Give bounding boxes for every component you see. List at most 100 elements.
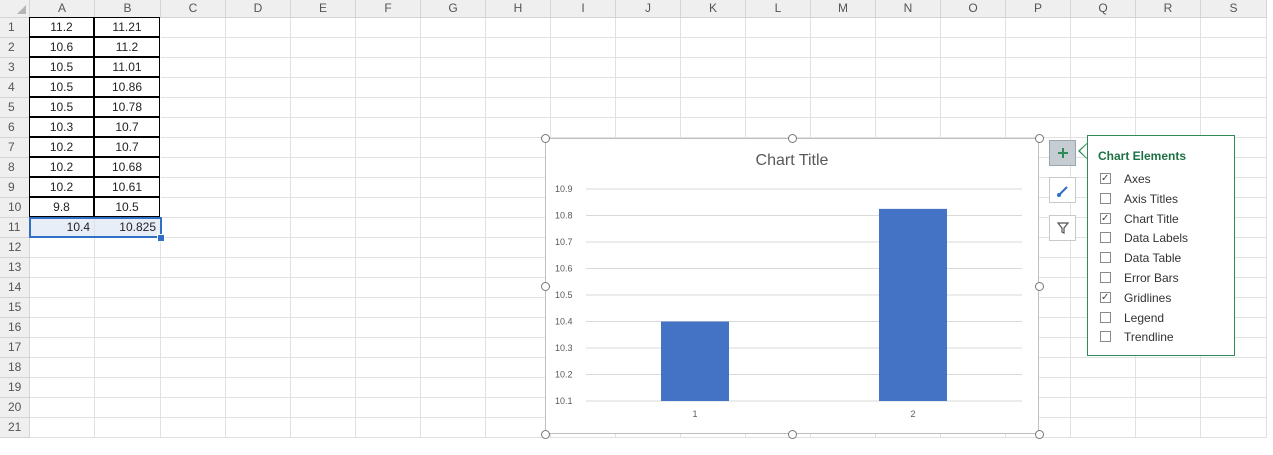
cell[interactable] — [1201, 398, 1267, 418]
row-header-14[interactable]: 14 — [0, 278, 30, 298]
cell[interactable] — [421, 178, 486, 198]
cell-a2[interactable]: 10.6 — [29, 37, 94, 57]
cell[interactable] — [291, 38, 356, 58]
cell[interactable] — [1006, 58, 1071, 78]
column-header-b[interactable]: B — [95, 0, 161, 18]
cell[interactable] — [356, 258, 421, 278]
cell[interactable] — [161, 258, 226, 278]
cell-a7[interactable]: 10.2 — [29, 137, 94, 157]
cell[interactable] — [941, 18, 1006, 38]
cell-b8[interactable]: 10.68 — [94, 157, 160, 177]
cell[interactable] — [421, 138, 486, 158]
cell[interactable] — [161, 18, 226, 38]
cell[interactable] — [876, 98, 941, 118]
cell[interactable] — [161, 298, 226, 318]
cell[interactable] — [746, 98, 811, 118]
cell[interactable] — [421, 38, 486, 58]
row-header-12[interactable]: 12 — [0, 238, 30, 258]
cell[interactable] — [161, 98, 226, 118]
cell[interactable] — [486, 298, 551, 318]
cell[interactable] — [356, 318, 421, 338]
resize-handle[interactable] — [1034, 133, 1044, 143]
cell[interactable] — [356, 238, 421, 258]
cell[interactable] — [421, 18, 486, 38]
cell[interactable] — [30, 378, 95, 398]
column-header-j[interactable]: J — [616, 0, 681, 18]
cell[interactable] — [226, 218, 291, 238]
cell[interactable] — [356, 18, 421, 38]
cell[interactable] — [356, 78, 421, 98]
cell[interactable] — [421, 318, 486, 338]
cell[interactable] — [291, 218, 356, 238]
cell[interactable] — [421, 118, 486, 138]
cell[interactable] — [876, 38, 941, 58]
cell[interactable] — [421, 338, 486, 358]
cell[interactable] — [421, 378, 486, 398]
cell[interactable] — [226, 418, 291, 438]
resize-handle[interactable] — [540, 429, 550, 439]
cell[interactable] — [95, 238, 161, 258]
cell[interactable] — [161, 178, 226, 198]
cell[interactable] — [161, 338, 226, 358]
column-header-s[interactable]: S — [1201, 0, 1267, 18]
cell[interactable] — [356, 138, 421, 158]
cell[interactable] — [356, 398, 421, 418]
column-header-d[interactable]: D — [226, 0, 291, 18]
cell[interactable] — [811, 38, 876, 58]
cell[interactable] — [746, 78, 811, 98]
column-header-o[interactable]: O — [941, 0, 1006, 18]
cell[interactable] — [226, 118, 291, 138]
cell[interactable] — [226, 178, 291, 198]
cell[interactable] — [291, 338, 356, 358]
cell[interactable] — [291, 78, 356, 98]
cell[interactable] — [1201, 18, 1267, 38]
cell[interactable] — [95, 298, 161, 318]
cell[interactable] — [161, 378, 226, 398]
cell[interactable] — [356, 118, 421, 138]
cell[interactable] — [30, 278, 95, 298]
cell[interactable] — [616, 18, 681, 38]
cell[interactable] — [486, 258, 551, 278]
cell[interactable] — [1201, 58, 1267, 78]
cell[interactable] — [291, 298, 356, 318]
resize-handle[interactable] — [540, 133, 550, 143]
cell[interactable] — [941, 38, 1006, 58]
resize-handle[interactable] — [540, 281, 550, 291]
column-header-q[interactable]: Q — [1071, 0, 1136, 18]
cell[interactable] — [1201, 358, 1267, 378]
column-header-i[interactable]: I — [551, 0, 616, 18]
cell[interactable] — [161, 358, 226, 378]
cell[interactable] — [1071, 378, 1136, 398]
cell[interactable] — [30, 298, 95, 318]
cell[interactable] — [486, 118, 551, 138]
row-header-4[interactable]: 4 — [0, 78, 30, 98]
cell[interactable] — [30, 258, 95, 278]
cell[interactable] — [486, 58, 551, 78]
cell[interactable] — [291, 138, 356, 158]
chart-styles-button[interactable] — [1049, 177, 1076, 203]
row-header-5[interactable]: 5 — [0, 98, 30, 118]
cell[interactable] — [291, 118, 356, 138]
cell[interactable] — [161, 118, 226, 138]
cell[interactable] — [1071, 398, 1136, 418]
cell[interactable] — [681, 78, 746, 98]
cell-a1[interactable]: 11.2 — [29, 17, 94, 37]
checkbox-checked[interactable]: ✓ — [1100, 212, 1111, 224]
cell[interactable] — [1071, 38, 1136, 58]
cell[interactable] — [30, 238, 95, 258]
cell[interactable] — [681, 58, 746, 78]
cell[interactable] — [811, 18, 876, 38]
column-header-p[interactable]: P — [1006, 0, 1071, 18]
resize-handle[interactable] — [787, 429, 797, 439]
cell[interactable] — [95, 318, 161, 338]
cell[interactable] — [226, 358, 291, 378]
row-header-8[interactable]: 8 — [0, 158, 30, 178]
cell[interactable] — [421, 98, 486, 118]
cell[interactable] — [356, 378, 421, 398]
cell[interactable] — [486, 38, 551, 58]
cell[interactable] — [356, 298, 421, 318]
cell[interactable] — [616, 98, 681, 118]
cell[interactable] — [486, 158, 551, 178]
cell[interactable] — [486, 398, 551, 418]
cell[interactable] — [421, 58, 486, 78]
